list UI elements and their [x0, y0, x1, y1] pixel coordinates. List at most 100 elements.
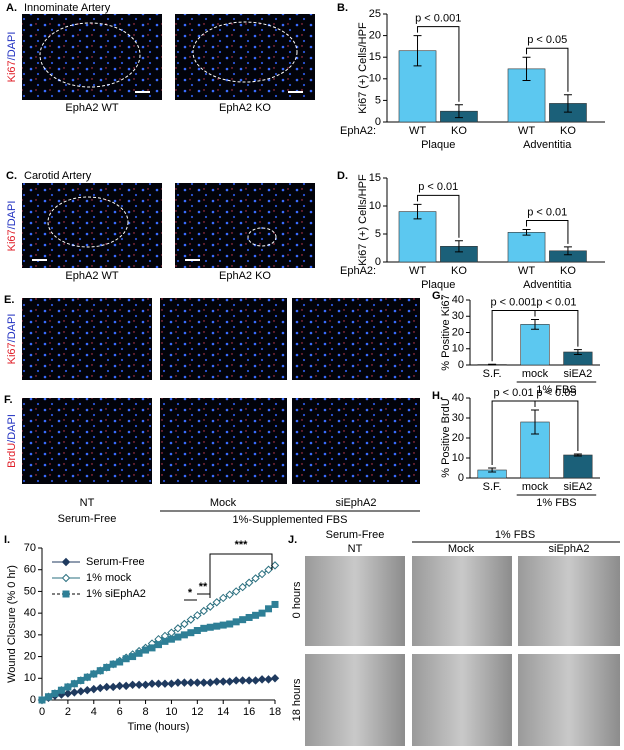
bracket — [417, 26, 460, 102]
y-tick-label: 10 — [369, 73, 381, 85]
bar — [507, 232, 546, 263]
error-bar — [563, 246, 572, 256]
annotation: *** — [235, 539, 249, 551]
panel-label: F. — [4, 394, 13, 406]
point — [70, 688, 79, 697]
point — [167, 628, 176, 637]
y-tick-label: 25 — [369, 8, 381, 20]
point — [206, 678, 215, 687]
bar — [398, 211, 437, 263]
point — [173, 678, 183, 687]
error-bar — [573, 349, 582, 355]
panel-label: A. — [6, 2, 17, 14]
x-tick-label: KO — [560, 125, 576, 137]
micrograph — [305, 556, 405, 646]
x-tick-label: 0 — [39, 706, 45, 718]
y-tick-label: 30 — [452, 310, 464, 322]
point — [83, 673, 91, 681]
error-bar — [454, 240, 463, 253]
point — [200, 624, 208, 632]
bracket — [526, 47, 569, 92]
point — [103, 663, 111, 671]
point — [63, 689, 73, 698]
point — [134, 680, 144, 690]
point — [219, 621, 227, 629]
annotation: p < 0.05 — [527, 34, 567, 46]
micrograph — [412, 556, 512, 646]
panel-label: D. — [337, 170, 348, 182]
counterstain: /DAPI — [6, 201, 18, 230]
point — [167, 679, 176, 688]
x-tick-label: 2 — [65, 706, 71, 718]
x-tick-label: 14 — [217, 706, 229, 718]
point — [199, 678, 209, 687]
legend-label: 1% mock — [86, 572, 132, 584]
point — [155, 641, 162, 649]
micrograph — [518, 654, 620, 746]
point — [147, 679, 157, 688]
point — [64, 683, 72, 691]
counterstain: /DAPI — [6, 314, 18, 343]
x-tick-label: siEA2 — [564, 481, 593, 493]
panel-title: Carotid Artery — [24, 170, 92, 182]
legend-marker — [62, 590, 70, 598]
error-bar — [522, 229, 531, 236]
x-tick-label: WT — [409, 265, 426, 277]
caption: 1% FBS — [495, 529, 535, 541]
point — [77, 676, 85, 684]
point — [186, 615, 196, 624]
point — [180, 619, 189, 629]
panel-label: J. — [288, 534, 297, 546]
micrograph — [175, 14, 315, 100]
point — [193, 611, 202, 620]
y-tick-label: 50 — [24, 585, 36, 597]
y-tick-label: 10 — [452, 452, 464, 464]
error-bar — [488, 467, 497, 473]
x-tick-label: siEA2 — [564, 368, 593, 380]
micrograph — [518, 556, 620, 646]
point — [206, 623, 214, 631]
stain: Ki67 — [6, 342, 18, 364]
caption: Serum-Free — [58, 513, 117, 525]
micrograph — [22, 183, 162, 268]
micrograph — [160, 298, 287, 380]
bracket — [526, 220, 569, 244]
x-axis-label: Time (hours) — [128, 721, 190, 733]
caption: Mock — [448, 543, 475, 555]
point — [193, 627, 201, 635]
point — [206, 602, 215, 611]
bar — [520, 324, 550, 366]
panel-label: I. — [4, 534, 10, 546]
caption: EphA2 WT — [65, 270, 118, 282]
point — [186, 678, 196, 687]
y-tick-label: 0 — [458, 472, 464, 484]
point — [76, 687, 86, 696]
y-tick-label: 0 — [30, 694, 36, 706]
point — [128, 680, 137, 690]
annotation: ** — [199, 581, 208, 593]
point — [57, 686, 65, 694]
x-tick-label: WT — [518, 265, 535, 277]
caption: Mock — [210, 497, 237, 509]
annotation: p < 0.01 — [494, 387, 534, 399]
outline — [192, 21, 298, 83]
y-tick-label: 20 — [369, 30, 381, 42]
point — [180, 631, 188, 639]
micrograph — [22, 398, 152, 484]
micrograph — [292, 398, 420, 484]
point — [154, 679, 163, 688]
stain: Ki67 — [6, 229, 18, 251]
y-tick-label: 0 — [458, 359, 464, 371]
x-tick-label: KO — [451, 265, 467, 277]
panel-title: Innominate Artery — [24, 2, 111, 14]
point — [264, 565, 273, 574]
point — [226, 620, 234, 628]
error-bar — [531, 319, 539, 330]
caption: NT — [348, 543, 363, 555]
error-bar — [563, 94, 572, 113]
outline — [47, 196, 129, 248]
y-tick-label: 60 — [24, 564, 36, 576]
point — [83, 686, 92, 695]
legend-marker — [61, 573, 71, 583]
x-tick-label: 12 — [191, 706, 203, 718]
